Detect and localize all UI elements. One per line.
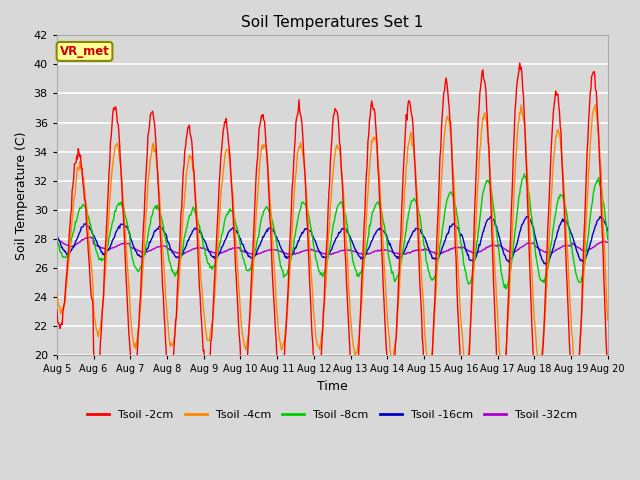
Text: VR_met: VR_met	[60, 45, 109, 58]
X-axis label: Time: Time	[317, 380, 348, 393]
Y-axis label: Soil Temperature (C): Soil Temperature (C)	[15, 131, 28, 260]
Title: Soil Temperatures Set 1: Soil Temperatures Set 1	[241, 15, 424, 30]
Legend: Tsoil -2cm, Tsoil -4cm, Tsoil -8cm, Tsoil -16cm, Tsoil -32cm: Tsoil -2cm, Tsoil -4cm, Tsoil -8cm, Tsoi…	[83, 406, 582, 424]
